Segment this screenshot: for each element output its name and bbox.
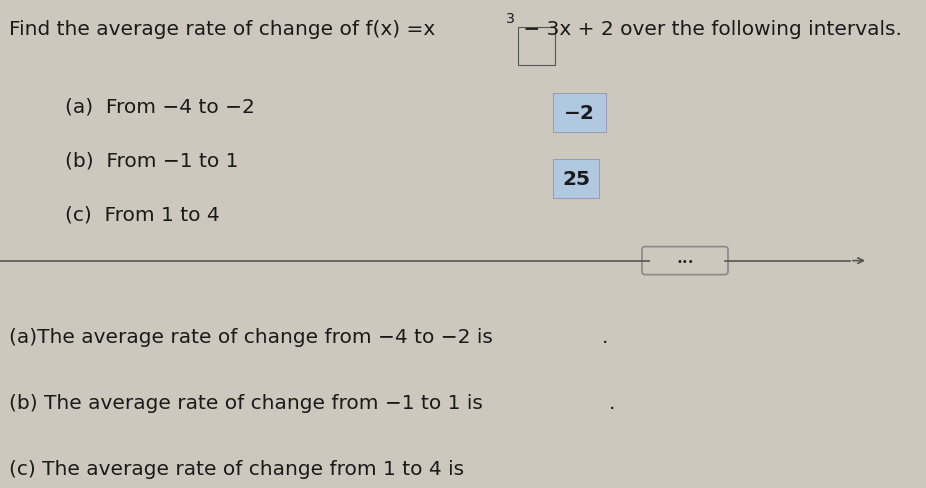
Text: (c)  From 1 to 4: (c) From 1 to 4 [65, 205, 219, 224]
Text: (a)The average rate of change from −4 to −2 is: (a)The average rate of change from −4 to… [9, 327, 499, 346]
Text: •••: ••• [676, 256, 694, 266]
FancyBboxPatch shape [553, 160, 599, 199]
FancyBboxPatch shape [518, 28, 555, 65]
Text: (a)  From −4 to −2: (a) From −4 to −2 [65, 98, 255, 117]
Text: 25: 25 [562, 170, 590, 189]
Text: − 3x + 2 over the following intervals.: − 3x + 2 over the following intervals. [517, 20, 902, 39]
Text: .: . [602, 327, 608, 346]
Text: −2: −2 [564, 104, 594, 123]
FancyBboxPatch shape [642, 247, 728, 275]
Text: (c) The average rate of change from 1 to 4 is: (c) The average rate of change from 1 to… [9, 459, 470, 478]
FancyBboxPatch shape [553, 94, 606, 133]
Text: (b) The average rate of change from −1 to 1 is: (b) The average rate of change from −1 t… [9, 393, 490, 412]
Text: 3: 3 [506, 12, 515, 26]
Text: Find the average rate of change of f(x) =x: Find the average rate of change of f(x) … [9, 20, 435, 39]
Text: .: . [608, 393, 615, 412]
Text: (b)  From −1 to 1: (b) From −1 to 1 [65, 151, 238, 170]
